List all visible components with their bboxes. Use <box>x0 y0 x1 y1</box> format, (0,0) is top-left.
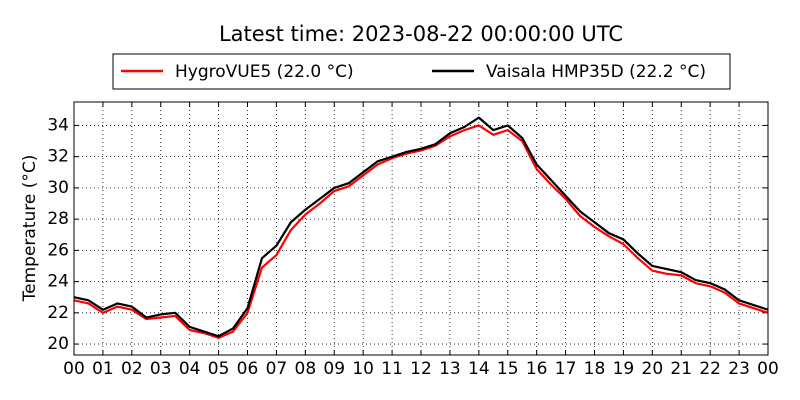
x-tick-label: 05 <box>208 359 230 379</box>
x-tick-label: 21 <box>670 359 692 379</box>
plot-frame <box>73 101 769 356</box>
legend-box <box>112 53 731 90</box>
y-tick-label: 32 <box>47 147 69 167</box>
data-line <box>73 116 769 338</box>
y-tick-label: 22 <box>47 303 69 323</box>
data-line <box>73 124 769 339</box>
x-tick-label: 13 <box>439 359 461 379</box>
y-tick-label: 20 <box>47 334 69 354</box>
x-tick-label: 23 <box>728 359 750 379</box>
x-tick-label: 17 <box>555 359 577 379</box>
x-tick-label: 08 <box>295 359 317 379</box>
x-tick-label: 04 <box>179 359 201 379</box>
x-tick-label: 07 <box>266 359 288 379</box>
y-tick-label: 30 <box>47 178 69 198</box>
x-tick-label: 00 <box>63 359 85 379</box>
x-tick-label: 12 <box>410 359 432 379</box>
y-tick-label: 26 <box>47 240 69 260</box>
y-tick-label: 24 <box>47 272 69 292</box>
legend-label: Vaisala HMP35D (22.2 °C) <box>486 62 706 82</box>
x-tick-label: 01 <box>92 359 114 379</box>
y-axis-label: Temperature (°C) <box>20 155 40 303</box>
x-tick-label: 14 <box>468 359 490 379</box>
plot-background <box>74 102 768 355</box>
x-tick-label: 20 <box>642 359 664 379</box>
chart-title: Latest time: 2023-08-22 00:00:00 UTC <box>219 22 623 46</box>
x-tick-label: 09 <box>323 359 345 379</box>
x-tick-label: 15 <box>497 359 519 379</box>
x-tick-label: 22 <box>699 359 721 379</box>
x-tick-label: 10 <box>352 359 374 379</box>
x-tick-label: 16 <box>526 359 548 379</box>
x-tick-label: 18 <box>584 359 606 379</box>
x-tick-label: 02 <box>121 359 143 379</box>
x-tick-label: 11 <box>381 359 403 379</box>
x-tick-label: 06 <box>237 359 259 379</box>
y-tick-label: 34 <box>47 115 69 135</box>
x-tick-label: 19 <box>613 359 635 379</box>
legend-label: HygroVUE5 (22.0 °C) <box>175 62 354 82</box>
x-tick-label: 03 <box>150 359 172 379</box>
y-tick-label: 28 <box>47 209 69 229</box>
x-tick-label: 00 <box>757 359 779 379</box>
